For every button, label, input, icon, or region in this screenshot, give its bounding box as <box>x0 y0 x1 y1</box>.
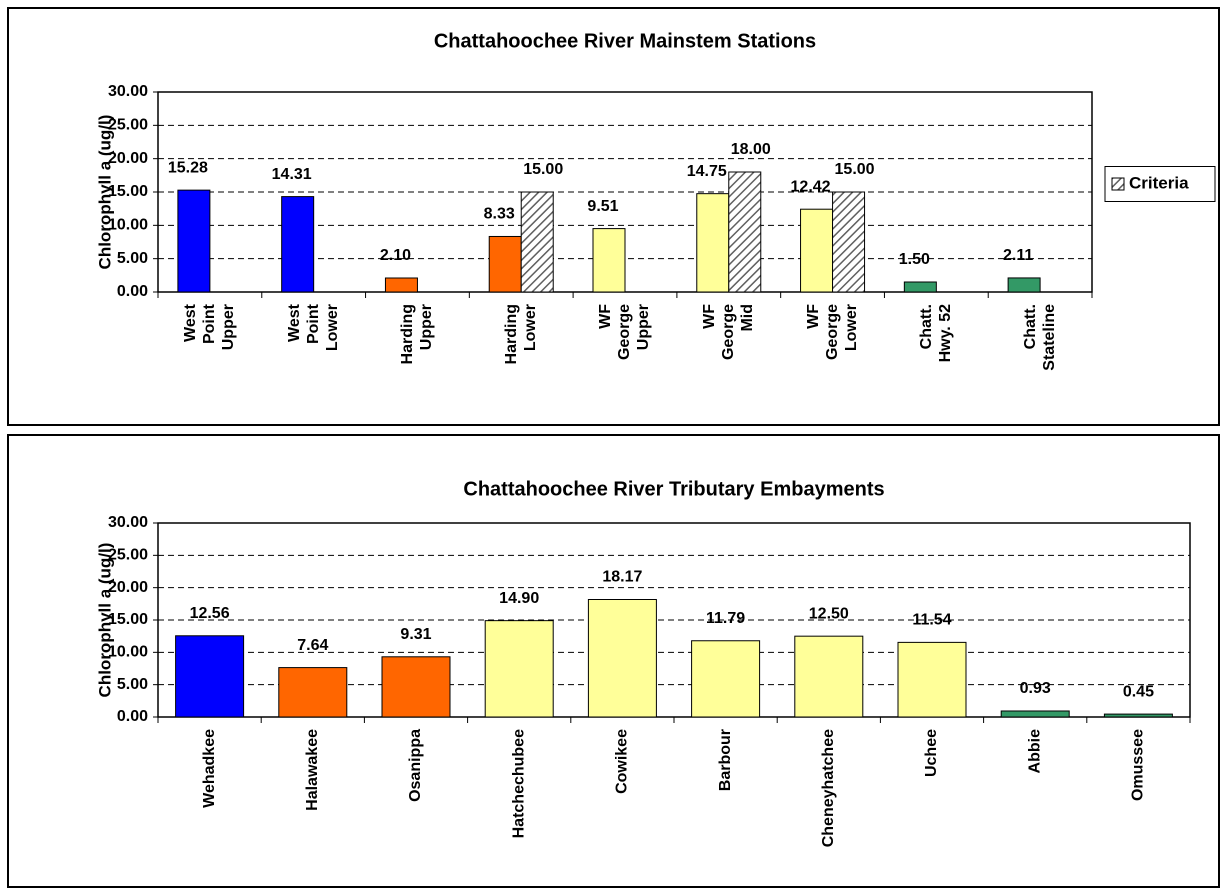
data-label: 2.10 <box>380 247 411 264</box>
data-label: 18.00 <box>731 141 771 158</box>
bar <box>1103 713 1173 718</box>
x-tick-label: Mid <box>739 304 756 332</box>
data-label: 2.11 <box>1003 247 1033 264</box>
x-tick-label: Lower <box>843 304 860 351</box>
x-tick-label: Lower <box>522 304 539 351</box>
x-tick-label: Point <box>305 303 322 344</box>
x-tick-label: Upper <box>418 304 435 350</box>
data-label: 9.31 <box>400 626 431 643</box>
x-tick-label: George <box>720 304 737 360</box>
data-label: 14.90 <box>499 590 539 607</box>
data-label: 12.42 <box>791 178 831 195</box>
x-tick-label: Chatt. <box>918 304 935 349</box>
y-tick-label: 5.00 <box>117 676 148 693</box>
y-tick-label: 0.00 <box>117 283 148 300</box>
x-tick-label: WF <box>701 304 718 329</box>
y-tick-label: 10.00 <box>108 644 148 661</box>
x-tick-label: Point <box>201 303 218 344</box>
x-tick-label: Cheneyhatchee <box>820 729 837 847</box>
bar <box>281 196 315 293</box>
bar <box>488 235 522 293</box>
x-tick-label: Omussee <box>1130 729 1147 801</box>
y-tick-label: 30.00 <box>108 83 148 100</box>
bar <box>592 228 626 293</box>
data-label: 15.00 <box>523 161 563 178</box>
y-tick-label: 15.00 <box>108 611 148 628</box>
bar <box>897 641 967 718</box>
bar <box>384 277 418 293</box>
legend-swatch <box>1111 177 1125 191</box>
chart-title: Chattahoochee River Tributary Embayments <box>463 478 884 500</box>
data-label: 1.50 <box>899 251 930 268</box>
x-tick-label: Uchee <box>923 729 940 777</box>
y-tick-label: 15.00 <box>108 183 148 200</box>
y-tick-label: 25.00 <box>108 117 148 134</box>
data-label: 8.33 <box>484 206 515 223</box>
y-tick-label: 20.00 <box>108 150 148 167</box>
y-axis-title: Chlorophyll a (ug/l) <box>95 543 114 698</box>
data-label: 12.50 <box>809 605 849 622</box>
bar <box>696 193 730 293</box>
bar <box>175 635 245 718</box>
data-label: 12.56 <box>190 605 230 622</box>
x-tick-label: Upper <box>635 304 652 350</box>
x-tick-label: Abbie <box>1026 729 1043 774</box>
x-tick-label: Lower <box>324 304 341 351</box>
x-tick-label: Stateline <box>1041 304 1058 371</box>
data-label: 14.31 <box>272 166 312 183</box>
x-tick-label: Wehadkee <box>201 729 218 808</box>
bar <box>587 599 657 718</box>
x-tick-label: George <box>616 304 633 360</box>
y-tick-label: 5.00 <box>117 250 148 267</box>
data-label: 9.51 <box>587 198 618 215</box>
x-tick-label: Upper <box>220 304 237 350</box>
data-label: 11.79 <box>706 610 745 627</box>
y-tick-label: 20.00 <box>108 579 148 596</box>
data-label: 11.54 <box>912 612 951 629</box>
data-label: 0.45 <box>1123 683 1154 700</box>
y-tick-label: 10.00 <box>108 217 148 234</box>
data-label: 0.93 <box>1020 680 1051 697</box>
data-label: 15.00 <box>835 161 875 178</box>
x-tick-label: Hwy. 52 <box>937 304 954 363</box>
legend-label: Criteria <box>1129 173 1189 192</box>
bar <box>728 171 762 293</box>
bar <box>794 635 864 718</box>
bar <box>278 667 348 718</box>
bar <box>520 191 554 293</box>
bar <box>177 189 211 293</box>
bar <box>1007 277 1041 293</box>
x-tick-label: Harding <box>399 304 416 364</box>
y-tick-label: 0.00 <box>117 708 148 725</box>
y-tick-label: 25.00 <box>108 547 148 564</box>
bar <box>691 640 761 718</box>
bar <box>484 620 554 718</box>
x-tick-label: Barbour <box>717 729 734 791</box>
y-axis-title: Chlorophyll a (ug/l) <box>95 115 114 270</box>
bar <box>381 656 451 718</box>
x-tick-label: WF <box>805 304 822 329</box>
x-tick-label: Osanippa <box>407 729 424 802</box>
x-tick-label: West <box>286 303 303 342</box>
x-tick-label: Hatchechubee <box>510 729 527 838</box>
x-tick-label: Cowikee <box>614 729 631 794</box>
data-label: 7.64 <box>297 637 328 654</box>
x-tick-label: Halawakee <box>304 729 321 811</box>
x-tick-label: George <box>824 304 841 360</box>
data-label: 14.75 <box>687 163 727 180</box>
bar <box>1000 710 1070 718</box>
x-tick-label: WF <box>597 304 614 329</box>
data-label: 18.17 <box>602 569 642 586</box>
bar <box>800 208 834 293</box>
x-tick-label: West <box>182 303 199 342</box>
y-tick-label: 30.00 <box>108 514 148 531</box>
bar <box>832 191 866 293</box>
data-label: 15.28 <box>168 159 208 176</box>
bar <box>903 281 937 293</box>
x-tick-label: Harding <box>503 304 520 364</box>
chart-title: Chattahoochee River Mainstem Stations <box>434 30 816 52</box>
x-tick-label: Chatt. <box>1022 304 1039 349</box>
